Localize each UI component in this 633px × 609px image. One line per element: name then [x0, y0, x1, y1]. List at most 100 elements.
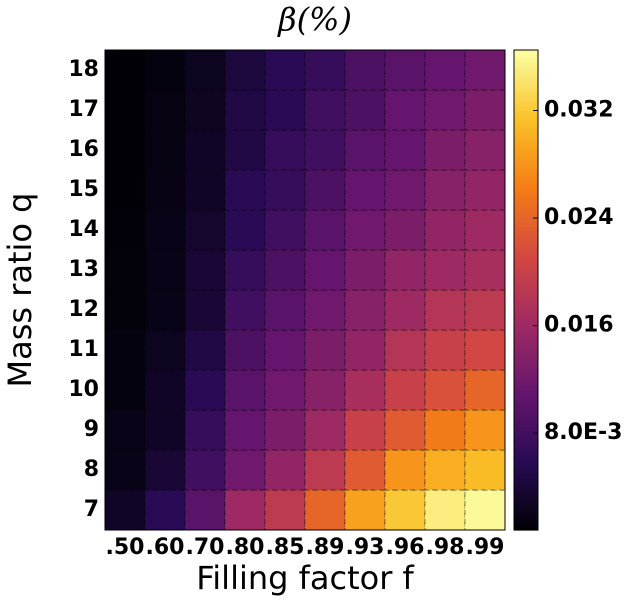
cell	[304, 369, 346, 411]
cell	[184, 89, 226, 131]
colorbar-step	[514, 174, 538, 179]
colorbar-step	[514, 106, 538, 111]
cell	[144, 129, 186, 171]
cell	[104, 89, 146, 131]
colorbar-step	[514, 354, 538, 359]
y-tick-label: 10	[68, 377, 99, 402]
colorbar-step	[514, 126, 538, 131]
cell	[264, 249, 306, 291]
colorbar-step	[514, 226, 538, 231]
colorbar-step	[514, 474, 538, 479]
cell	[104, 329, 146, 371]
cell	[144, 249, 186, 291]
colorbar-step	[514, 282, 538, 287]
cell	[464, 249, 506, 291]
colorbar-step	[514, 118, 538, 123]
cell	[344, 409, 386, 451]
cell	[424, 489, 466, 531]
colorbar-step	[514, 478, 538, 483]
colorbar-step	[514, 270, 538, 275]
cell	[264, 369, 306, 411]
cell	[464, 129, 506, 171]
cell	[184, 209, 226, 251]
cell	[224, 129, 266, 171]
colorbar-step	[514, 374, 538, 379]
cell	[224, 249, 266, 291]
colorbar-step	[514, 62, 538, 67]
colorbar-step	[514, 518, 538, 523]
cell	[144, 209, 186, 251]
colorbar-step	[514, 346, 538, 351]
colorbar-step	[514, 406, 538, 411]
colorbar-step	[514, 430, 538, 435]
cell	[424, 89, 466, 131]
colorbar-tick-label: 8.0E-3	[544, 420, 622, 445]
colorbar-step	[514, 314, 538, 319]
cell	[144, 89, 186, 131]
colorbar-step	[514, 274, 538, 279]
colorbar-step	[514, 178, 538, 183]
cell	[384, 329, 426, 371]
colorbar-step	[514, 286, 538, 291]
cell	[264, 169, 306, 211]
colorbar-step	[514, 526, 538, 531]
x-tick-label: .50	[106, 535, 145, 560]
colorbar-step	[514, 146, 538, 151]
colorbar-step	[514, 122, 538, 127]
y-tick-label: 13	[68, 257, 99, 282]
cell	[304, 289, 346, 331]
colorbar-step	[514, 198, 538, 203]
cell	[224, 209, 266, 251]
colorbar-step	[514, 134, 538, 139]
cell	[184, 289, 226, 331]
colorbar-step	[514, 442, 538, 447]
cell	[224, 289, 266, 331]
colorbar-step	[514, 70, 538, 75]
x-tick-label: .60	[146, 535, 185, 560]
cell	[464, 409, 506, 451]
colorbar-step	[514, 338, 538, 343]
colorbar-frame	[513, 49, 539, 531]
cell	[264, 449, 306, 491]
colorbar-step	[514, 402, 538, 407]
y-tick-label: 16	[68, 137, 99, 162]
cell	[424, 289, 466, 331]
colorbar-step	[514, 218, 538, 223]
cell	[424, 449, 466, 491]
colorbar-step	[514, 230, 538, 235]
cell	[224, 49, 266, 91]
colorbar-step	[514, 54, 538, 59]
colorbar-step	[514, 298, 538, 303]
cell	[384, 129, 426, 171]
cell	[424, 129, 466, 171]
colorbar-step	[514, 494, 538, 499]
colorbar-step	[514, 242, 538, 247]
colorbar-step	[514, 74, 538, 79]
x-tick-label: .85	[266, 535, 305, 560]
cell	[104, 289, 146, 331]
cell	[384, 369, 426, 411]
cell	[344, 129, 386, 171]
y-axis-label: Mass ratio q	[1, 193, 39, 388]
colorbar-step	[514, 390, 538, 395]
cell	[104, 489, 146, 531]
cell	[144, 369, 186, 411]
colorbar-step	[514, 78, 538, 83]
colorbar-step	[514, 254, 538, 259]
cell	[144, 49, 186, 91]
colorbar-step	[514, 362, 538, 367]
colorbar-step	[514, 86, 538, 91]
colorbar-step	[514, 454, 538, 459]
cell	[424, 209, 466, 251]
cell	[344, 489, 386, 531]
cell	[384, 49, 426, 91]
cell	[344, 249, 386, 291]
colorbar-step	[514, 262, 538, 267]
cell	[264, 89, 306, 131]
cell	[224, 489, 266, 531]
cell	[104, 129, 146, 171]
y-tick-label: 12	[68, 297, 99, 322]
cell	[464, 449, 506, 491]
cell	[344, 369, 386, 411]
